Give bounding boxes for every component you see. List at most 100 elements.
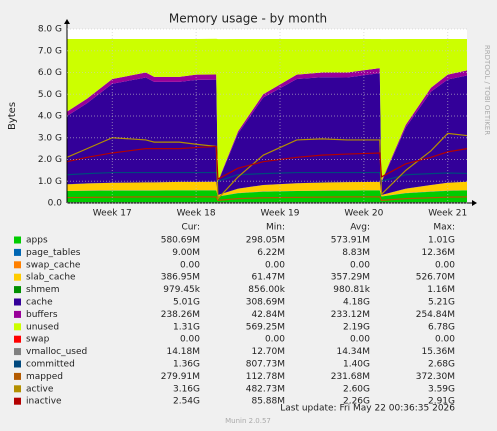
legend-stat: 0.00 [265,335,285,345]
legend-swatch [14,286,21,294]
y-tick-label: 0.0 [48,199,63,209]
x-tick-label: Week 20 [344,209,383,219]
legend-stat: 980.81k [333,285,370,295]
legend-stat: 5.01G [173,298,200,308]
legend-stat: 2.26G [343,397,370,407]
legend-stat: 4.18G [343,298,370,308]
legend-swatch [14,236,21,244]
x-tick-label: Week 18 [177,209,216,219]
x-tick-label: Week 21 [428,209,467,219]
legend-label: shmem [26,285,59,295]
legend-stat: 14.18M [166,347,200,357]
legend-stat: 482.73M [246,384,285,394]
legend-label: apps [26,236,48,246]
plot [66,38,468,204]
legend-stat: 372.30M [416,372,455,382]
legend-stat: 254.84M [416,310,455,320]
legend-stat: 573.91M [331,236,370,246]
legend-stat: 2.19G [343,322,370,332]
legend-stat: 1.01G [428,236,455,246]
legend-swatch [14,310,21,318]
legend-stat: 42.84M [251,310,285,320]
legend-stat: 308.69M [246,298,285,308]
legend-stat: 5.21G [428,298,455,308]
legend-stat: 12.70M [251,347,285,357]
y-tick-label: 3.0 G [38,133,62,143]
legend-swatch [14,372,21,380]
legend-swatch [14,360,21,368]
y-tick-label: 6.0 G [38,68,62,78]
legend-stat: 2.60G [343,384,370,394]
legend-swatch [14,385,21,393]
legend-label: active [26,384,54,394]
footer: Munin 2.0.57 [225,417,271,425]
legend-header: Min: [266,223,285,233]
legend-stat: 15.36M [421,347,455,357]
legend-label: page_tables [26,248,81,258]
legend-stat: 1.40G [343,360,370,370]
side-text: RRDTOOL / TOBI OETIKER [483,45,491,135]
legend-stat: 279.91M [161,372,200,382]
line [66,196,468,202]
y-tick-label: 1.0 G [38,177,62,187]
legend-swatch [14,298,21,306]
legend-stat: 238.26M [161,310,200,320]
legend-stat: 6.78G [428,322,455,332]
legend-stat: 298.05M [246,236,285,246]
legend-stat: 580.69M [161,236,200,246]
legend-label: committed [26,360,75,370]
legend-stat: 1.36G [173,360,200,370]
legend-stat: 3.16G [173,384,200,394]
legend-stat: 9.00M [172,248,200,258]
line [66,145,468,181]
legend-stat: 112.78M [246,372,285,382]
line [66,132,468,201]
legend-label: vmalloc_used [26,347,87,357]
legend-stat: 2.54G [173,397,200,407]
area [67,73,467,196]
legend-stat: 357.29M [331,273,370,283]
legend-swatch [14,261,21,269]
last-update: Last update: Fri May 22 00:36:35 2026 [280,404,455,414]
y-tick-label: 7.0 G [38,46,62,56]
legend-stat: 8.83M [342,248,370,258]
legend-label: slab_cache [26,273,76,283]
legend-stat: 231.68M [331,372,370,382]
legend-label: mapped [26,372,63,382]
legend-stat: 6.22M [257,248,285,258]
legend-stat: 2.91G [428,397,455,407]
legend-swatch [14,335,21,343]
area [67,190,467,203]
x-axis-arrow [472,200,477,206]
legend-stat: 1.16M [427,285,455,295]
legend-label: inactive [26,397,62,407]
legend-stat: 856.00k [248,285,285,295]
legend-stat: 807.73M [246,360,285,370]
legend-stat: 569.25M [246,322,285,332]
legend-stat: 0.00 [180,335,200,345]
legend-stat: 0.00 [435,260,455,270]
y-tick-label: 4.0 G [38,112,62,122]
legend-header: Max: [433,223,455,233]
y-axis-arrow [64,19,70,24]
legend-swatch [14,397,21,405]
legend-stat: 233.12M [331,310,370,320]
legend-stat: 85.88M [251,397,285,407]
legend-label: cache [26,298,53,308]
legend-header: Avg: [350,223,370,233]
legend-stat: 2.68G [428,360,455,370]
legend-label: swap_cache [26,260,81,270]
legend-stat: 1.31G [173,322,200,332]
legend-stat: 526.70M [416,273,455,283]
x-tick-label: Week 19 [261,209,300,219]
line [66,171,468,183]
area [67,181,467,197]
legend-stat: 0.00 [350,335,370,345]
legend-swatch [14,248,21,256]
legend-stat: 0.00 [350,260,370,270]
legend-label: unused [26,322,59,332]
legend-stat: 0.00 [265,260,285,270]
y-axis-label: Bytes [7,102,18,130]
legend-stat: 0.00 [435,335,455,345]
